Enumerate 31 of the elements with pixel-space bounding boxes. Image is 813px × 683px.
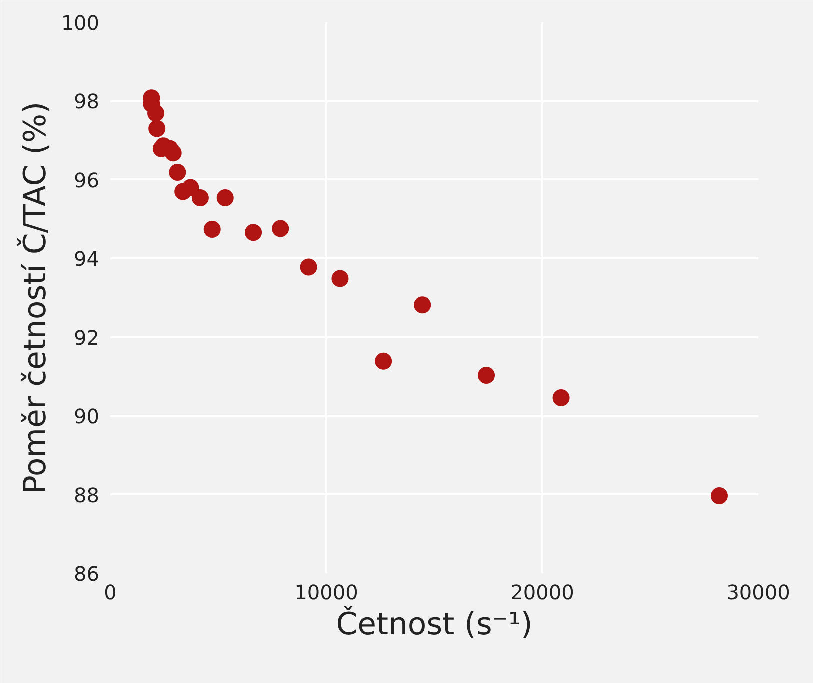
- point: [148, 104, 165, 122]
- y-tick-label: 100: [61, 11, 100, 35]
- point: [332, 270, 349, 288]
- point: [164, 144, 182, 162]
- y-tick-label: 98: [74, 90, 100, 114]
- x-tick-label: 10000: [294, 580, 358, 604]
- y-tick-label: 92: [74, 326, 100, 350]
- point: [478, 367, 496, 384]
- point: [169, 164, 186, 181]
- point: [192, 190, 209, 207]
- point: [300, 258, 318, 276]
- y-tick-label: 90: [74, 404, 100, 429]
- x-axis-title: Četnost (s⁻¹): [336, 606, 533, 642]
- point: [414, 296, 432, 314]
- point: [216, 190, 234, 207]
- point: [710, 487, 728, 504]
- x-tick-label: 0: [104, 580, 117, 604]
- point: [552, 389, 570, 406]
- x-tick-label: 20000: [510, 580, 574, 604]
- y-tick-label: 94: [74, 247, 100, 272]
- point: [245, 224, 262, 242]
- point: [272, 220, 290, 238]
- x-tick-label: 30000: [726, 580, 790, 604]
- y-tick-label: 96: [74, 168, 100, 192]
- point: [182, 179, 200, 196]
- point: [375, 352, 392, 370]
- y-tick-label: 88: [74, 483, 100, 508]
- y-axis-title: Poměr četností Č/TAC (%): [16, 102, 54, 494]
- point: [204, 221, 221, 238]
- point: [148, 120, 166, 138]
- y-tick-label: 86: [74, 562, 100, 586]
